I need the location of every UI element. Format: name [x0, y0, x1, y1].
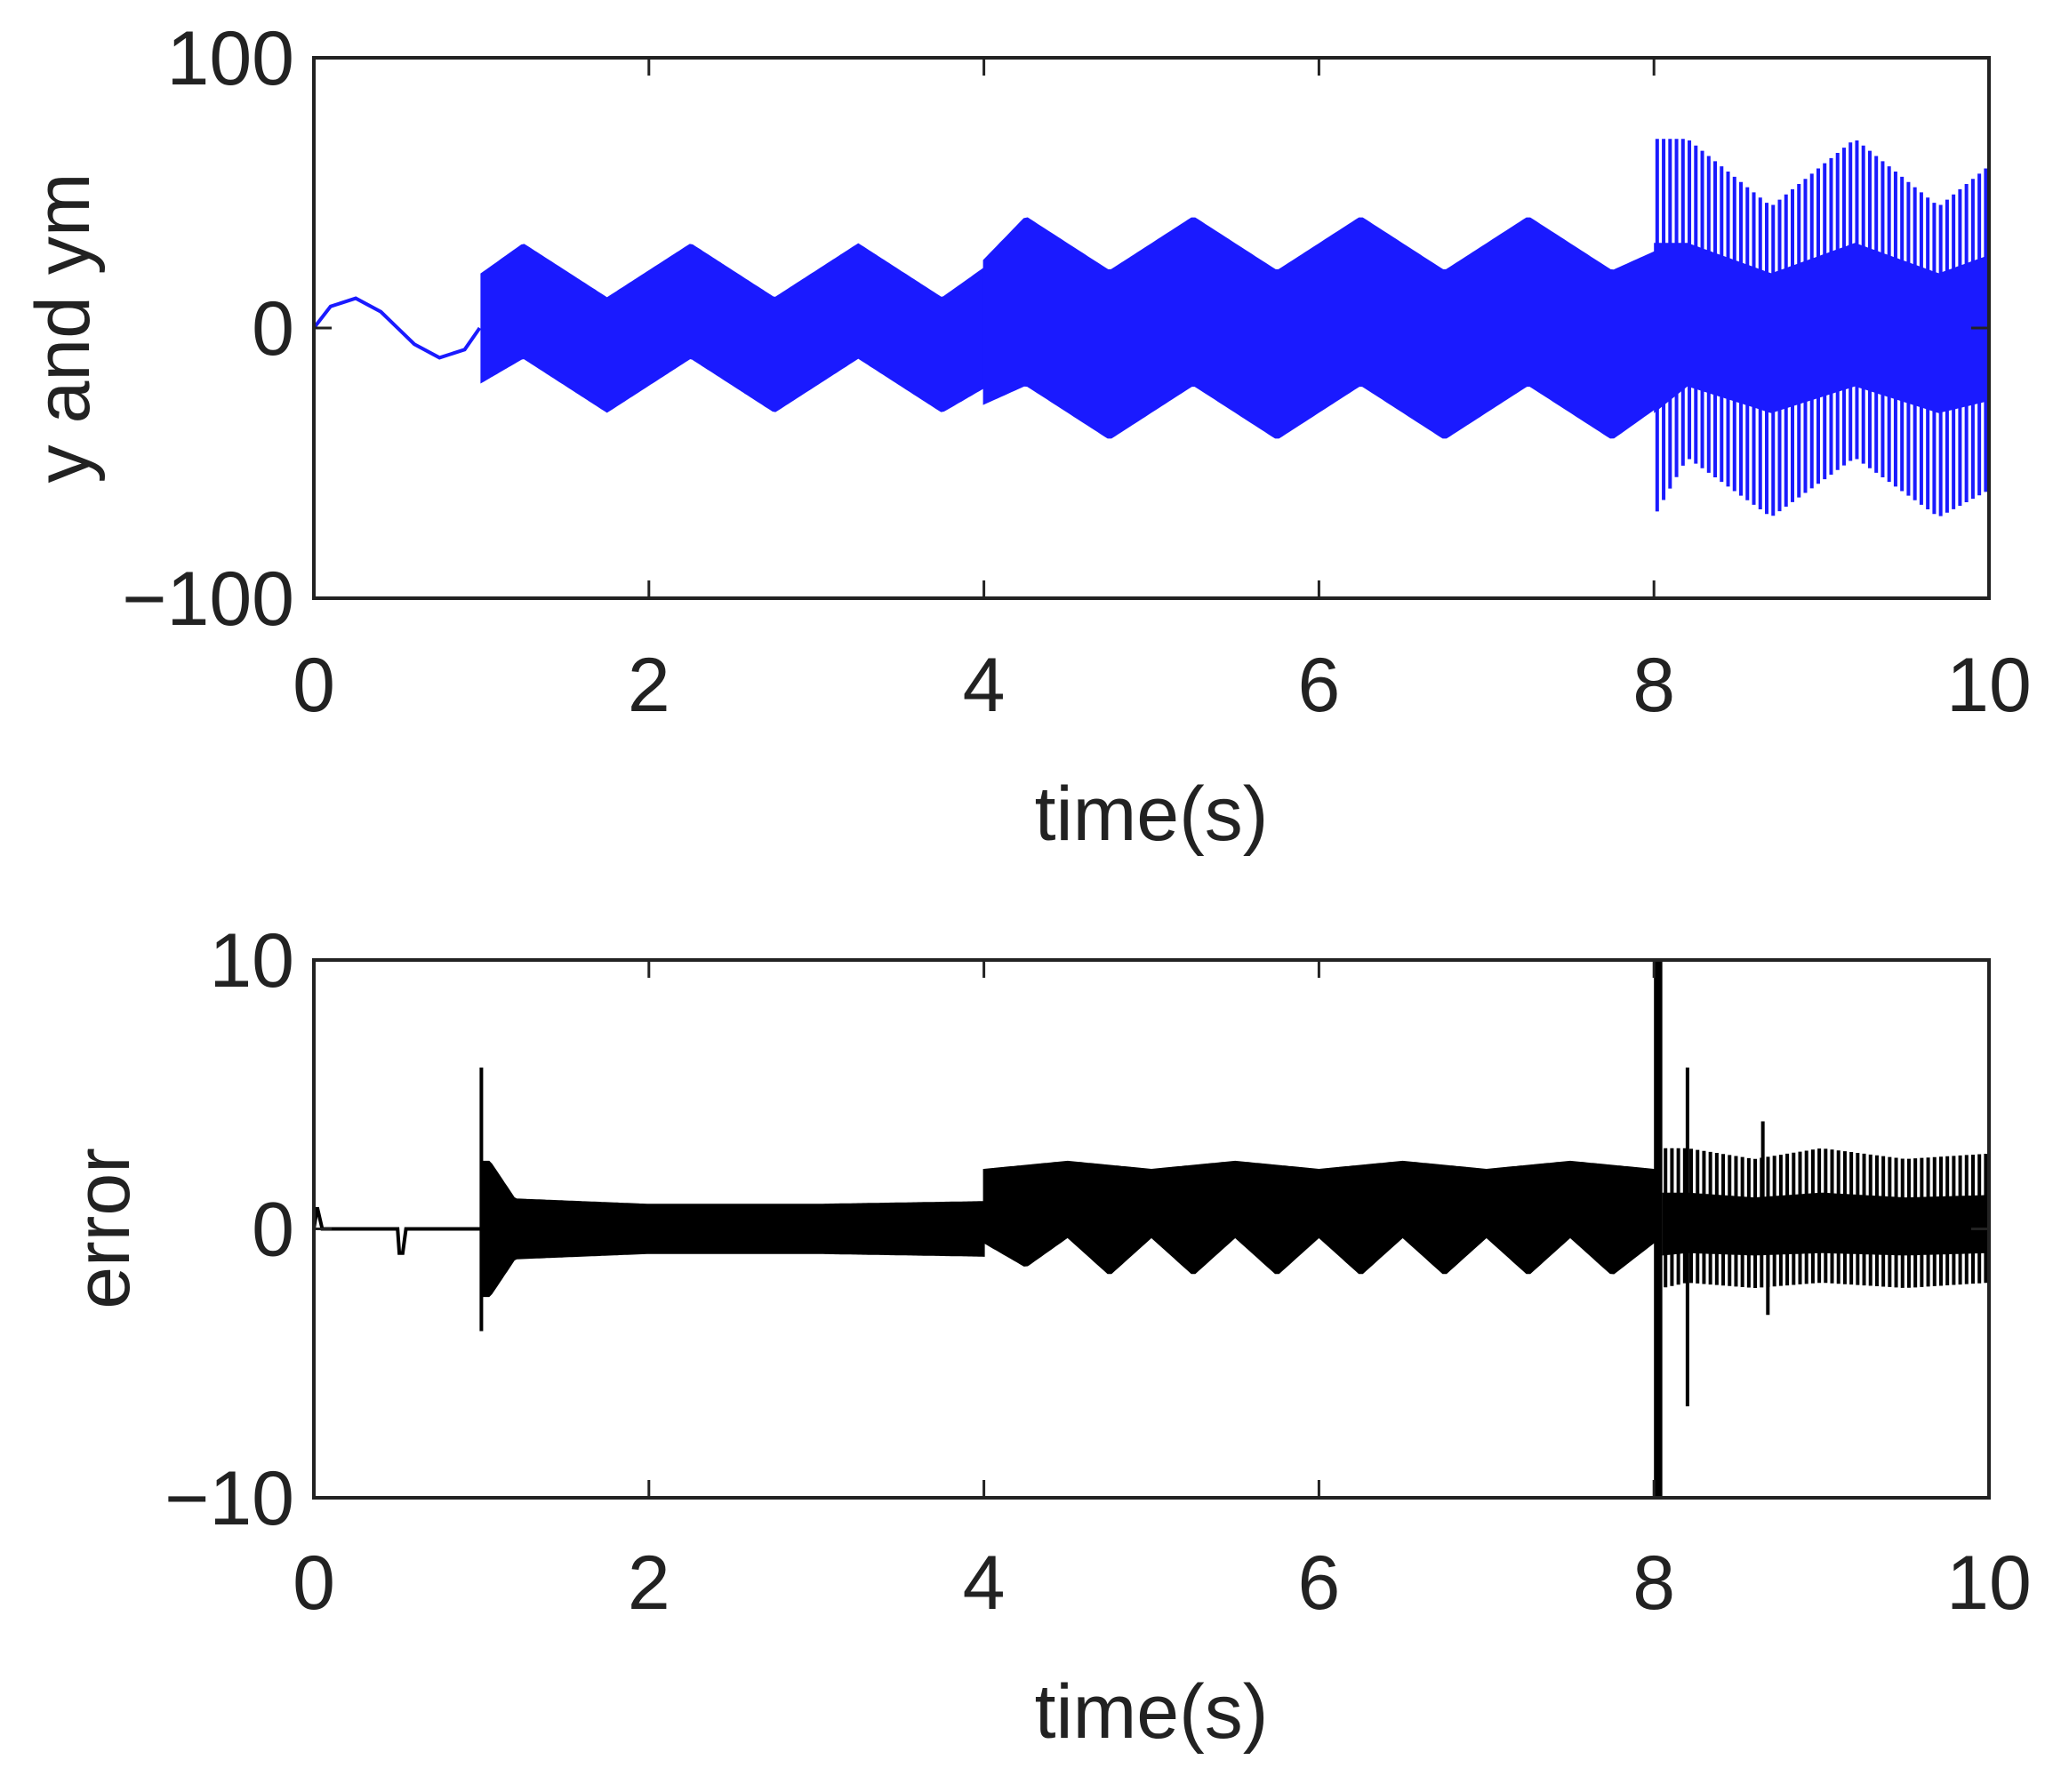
error-xtick-label: 10 — [1946, 1540, 2032, 1626]
response-xtick-label: 8 — [1632, 643, 1675, 728]
response-line-segment — [312, 296, 482, 360]
error-envelope-band — [480, 1160, 985, 1298]
response-xtick-label: 6 — [1297, 643, 1340, 728]
error-ytick-label: 0 — [252, 1188, 294, 1273]
error-xtick-label: 0 — [293, 1540, 335, 1626]
response-ylabel: y and ym — [20, 173, 106, 484]
error-ytick-label: −10 — [164, 1456, 294, 1541]
response-ytick-label: −100 — [122, 556, 294, 642]
response-ytick-label: 0 — [252, 286, 294, 372]
error-xtick-label: 4 — [963, 1540, 1006, 1626]
error-series — [312, 960, 1989, 1498]
error-xlabel: time(s) — [1035, 1669, 1269, 1755]
response-xtick-label: 4 — [963, 643, 1006, 728]
error-xtick-label: 6 — [1297, 1540, 1340, 1626]
error-ytick-label: 10 — [209, 918, 294, 1004]
error-line-segment — [312, 1206, 480, 1255]
response-xlabel: time(s) — [1035, 772, 1269, 857]
error-burst — [1654, 960, 1663, 1498]
response-dense-core — [1654, 243, 1989, 413]
response-xtick-label: 10 — [1946, 643, 2032, 728]
response-xtick-label: 2 — [628, 643, 670, 728]
response-xtick-label: 0 — [293, 643, 335, 728]
error-xtick-label: 8 — [1632, 1540, 1675, 1626]
error-ylabel: error — [60, 1148, 146, 1309]
response-series — [312, 139, 1989, 516]
response-ytick-label: 100 — [167, 16, 295, 101]
error-xtick-label: 2 — [628, 1540, 670, 1626]
